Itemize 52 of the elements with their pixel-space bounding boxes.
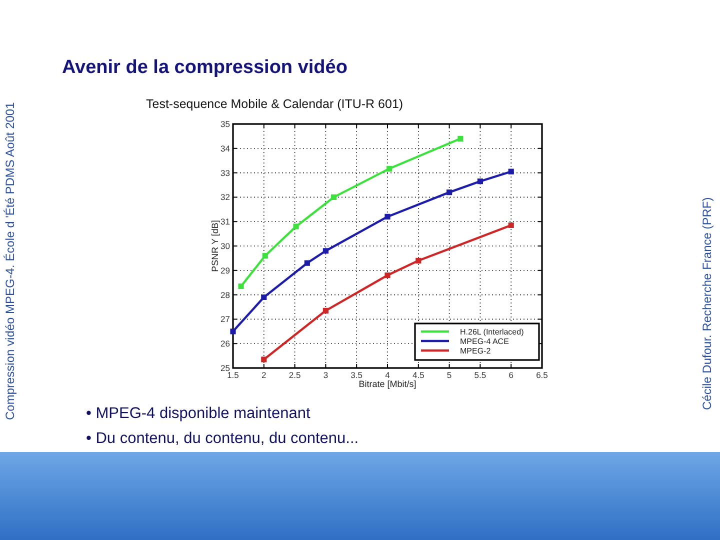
point	[386, 166, 392, 172]
point	[322, 308, 328, 314]
point	[238, 283, 244, 290]
point	[458, 136, 464, 142]
y-tick-label: 28	[220, 290, 230, 300]
point	[330, 194, 337, 200]
chart-title: Avenir de la compression vidéo	[62, 57, 348, 78]
y-tick-label: 31	[220, 216, 230, 227]
y-tick-label: 26	[220, 338, 230, 349]
point	[508, 222, 514, 228]
point	[230, 328, 236, 334]
point	[416, 258, 422, 264]
legend-label: MPEG-2	[460, 346, 492, 356]
text: Compression vidéo MPEG-4. École d 'Été PDMS Août 2001	[3, 102, 17, 420]
text: Cécile Dufour. Recherche France (PRF)	[700, 197, 714, 410]
point	[446, 190, 452, 196]
text: • Du contenu, du contenu, du contenu...	[86, 430, 359, 447]
y-tick-label: 35	[220, 119, 230, 129]
y-tick-label: 27	[220, 314, 230, 324]
point	[261, 356, 267, 362]
point	[508, 168, 514, 174]
x-tick-label: 2.5	[288, 370, 301, 380]
x-tick-label: 4.5	[412, 370, 425, 380]
x-tick-label: 1.5	[227, 370, 240, 380]
point	[304, 260, 310, 266]
point	[384, 272, 390, 278]
chart-subtitle: Test-sequence Mobile & Calendar (ITU-R 601)	[146, 97, 404, 111]
x-tick-label: 5	[446, 370, 452, 380]
x-axis-title: Bitrate [Mbit/s]	[358, 379, 416, 389]
legend-label: MPEG-4 ACE	[460, 337, 509, 346]
x-tick-label: 3.5	[350, 370, 363, 380]
y-tick-label: 32	[220, 192, 230, 202]
x-tick-label: 4	[385, 370, 390, 380]
point	[262, 252, 268, 259]
point	[293, 224, 299, 230]
y-tick-label: 33	[220, 168, 230, 178]
y-tick-label: 25	[220, 363, 230, 373]
x-tick-label: 2	[262, 370, 267, 380]
x-tick-label: 5.5	[474, 370, 486, 380]
x-tick-label: 3	[323, 370, 328, 380]
y-tick-label: 34	[220, 143, 230, 154]
text: • MPEG-4 disponible maintenant	[86, 405, 311, 422]
y-axis-title: PSNR Y [dB]	[210, 220, 220, 272]
y-tick-label: 30	[220, 241, 230, 251]
point	[477, 178, 483, 184]
x-tick-label: 6	[508, 370, 514, 380]
point	[261, 294, 267, 300]
y-tick-label: 29	[220, 265, 230, 276]
legend-label: H.26L (Interlaced)	[460, 328, 524, 336]
point	[322, 248, 328, 254]
point	[384, 214, 390, 220]
x-tick-label: 6.5	[536, 370, 548, 380]
